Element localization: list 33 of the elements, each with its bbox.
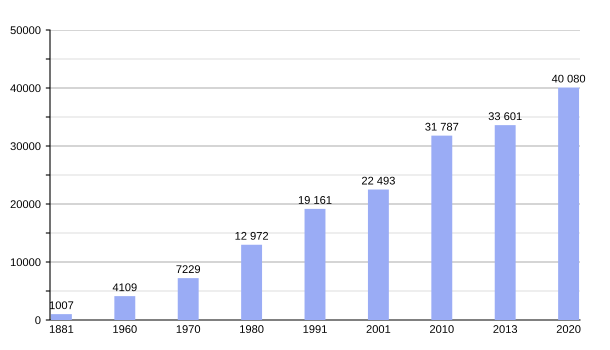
y-tick-label: 20000: [10, 200, 41, 208]
y-tick-label: 40000: [10, 84, 41, 92]
bar: [178, 278, 199, 320]
x-tick-label: 1970: [176, 325, 200, 334]
x-tick-label: 1980: [240, 325, 264, 334]
data-label: 33 601: [488, 112, 522, 120]
x-tick-label: 2013: [493, 325, 518, 334]
bar: [241, 244, 262, 320]
y-tick-label: 30000: [10, 142, 41, 150]
y-tick-label: 10000: [10, 258, 41, 266]
data-label: 12 972: [235, 232, 268, 240]
bar: [494, 125, 516, 320]
bar: [50, 314, 72, 320]
data-label: 4109: [112, 283, 137, 292]
data-label: 1007: [50, 301, 74, 310]
x-tick-label: 2020: [556, 325, 581, 334]
bar: [558, 88, 580, 320]
x-tick-label: 2010: [430, 325, 454, 334]
data-label: 19 161: [298, 196, 332, 204]
y-tick-label: 50000: [10, 26, 41, 34]
x-tick-label: 1991: [303, 325, 327, 334]
x-tick-label: 1881: [50, 325, 74, 334]
bar: [114, 296, 136, 320]
data-label: 22 493: [362, 176, 395, 185]
data-label: 7229: [176, 265, 200, 274]
data-label: 31 787: [425, 122, 458, 131]
bar: [304, 208, 326, 320]
bar: [431, 136, 452, 320]
y-tick-label: 0: [35, 316, 41, 324]
data-label: 40 080: [552, 74, 586, 83]
x-tick-label: 2001: [366, 325, 390, 334]
x-tick-label: 1960: [113, 325, 137, 334]
bar: [368, 190, 389, 320]
